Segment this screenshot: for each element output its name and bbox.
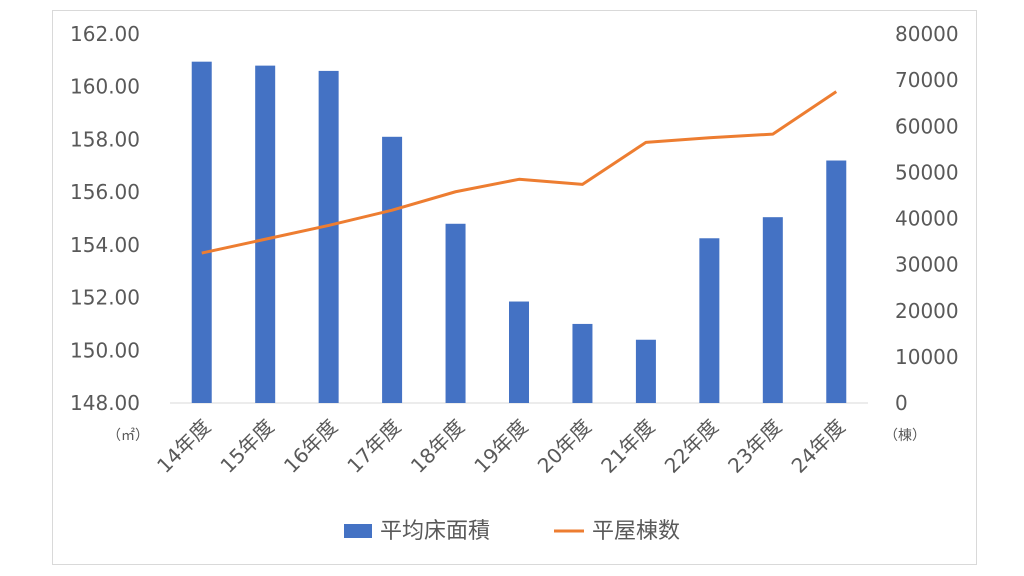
bar [509,301,529,403]
right-tick-label: 70000 [895,68,959,92]
left-tick-label: 154.00 [70,233,140,257]
right-tick-label: 60000 [895,114,959,138]
category-labels: 14年度 15年度 16年度 17年度 18年度 19年度 20年度 21年度 22年度 23年度… [152,415,850,478]
left-tick-label: 158.00 [70,127,140,151]
legend-bar-swatch [344,524,372,538]
category-label: 19年度 [469,415,532,478]
category-label: 24年度 [787,415,850,478]
bar [318,70,339,404]
right-tick-label: 80000 [895,22,959,46]
left-tick-label: 152.00 [70,286,140,310]
left-tick-label: 160.00 [70,75,140,99]
left-tick-label: 150.00 [70,338,140,362]
category-label: 22年度 [660,415,723,478]
left-axis-unit: （㎡） [107,428,149,444]
bar [635,339,656,403]
line-series [201,90,838,255]
right-tick-label: 30000 [895,253,959,277]
bar [255,65,276,403]
category-label: 23年度 [723,415,786,478]
category-label: 17年度 [342,415,405,478]
category-label: 14年度 [152,415,215,478]
chart-frame [52,10,977,565]
category-label: 15年度 [215,415,278,478]
left-axis-ticks: 148.00 150.00 152.00 154.00 156.00 158.00 160.… [70,22,140,415]
right-tick-label: 20000 [895,299,959,323]
legend-bar-label: 平均床面積 [380,519,490,544]
bar-series [191,61,847,404]
category-label: 16年度 [279,415,342,478]
category-label: 18年度 [406,415,469,478]
right-tick-label: 50000 [895,160,959,184]
right-tick-label: 40000 [895,207,959,231]
bar [826,160,847,403]
legend-line-label: 平屋棟数 [592,519,680,544]
right-tick-label: 10000 [895,345,959,369]
legend: 平均床面積 平屋棟数 [344,519,680,544]
bar [191,61,212,404]
right-axis-ticks: 0 10000 20000 30000 40000 50000 60000 70000 8000… [895,22,959,415]
bar [572,323,593,403]
bar [762,217,783,403]
left-tick-label: 162.00 [70,22,140,46]
left-tick-label: 148.00 [70,391,140,415]
category-label: 21年度 [596,415,659,478]
bar [445,223,466,403]
right-axis-unit: （棟） [884,428,926,444]
bar [699,238,720,403]
left-tick-label: 156.00 [70,180,140,204]
right-tick-label: 0 [895,391,908,415]
bar [382,136,403,404]
category-label: 20年度 [533,415,596,478]
